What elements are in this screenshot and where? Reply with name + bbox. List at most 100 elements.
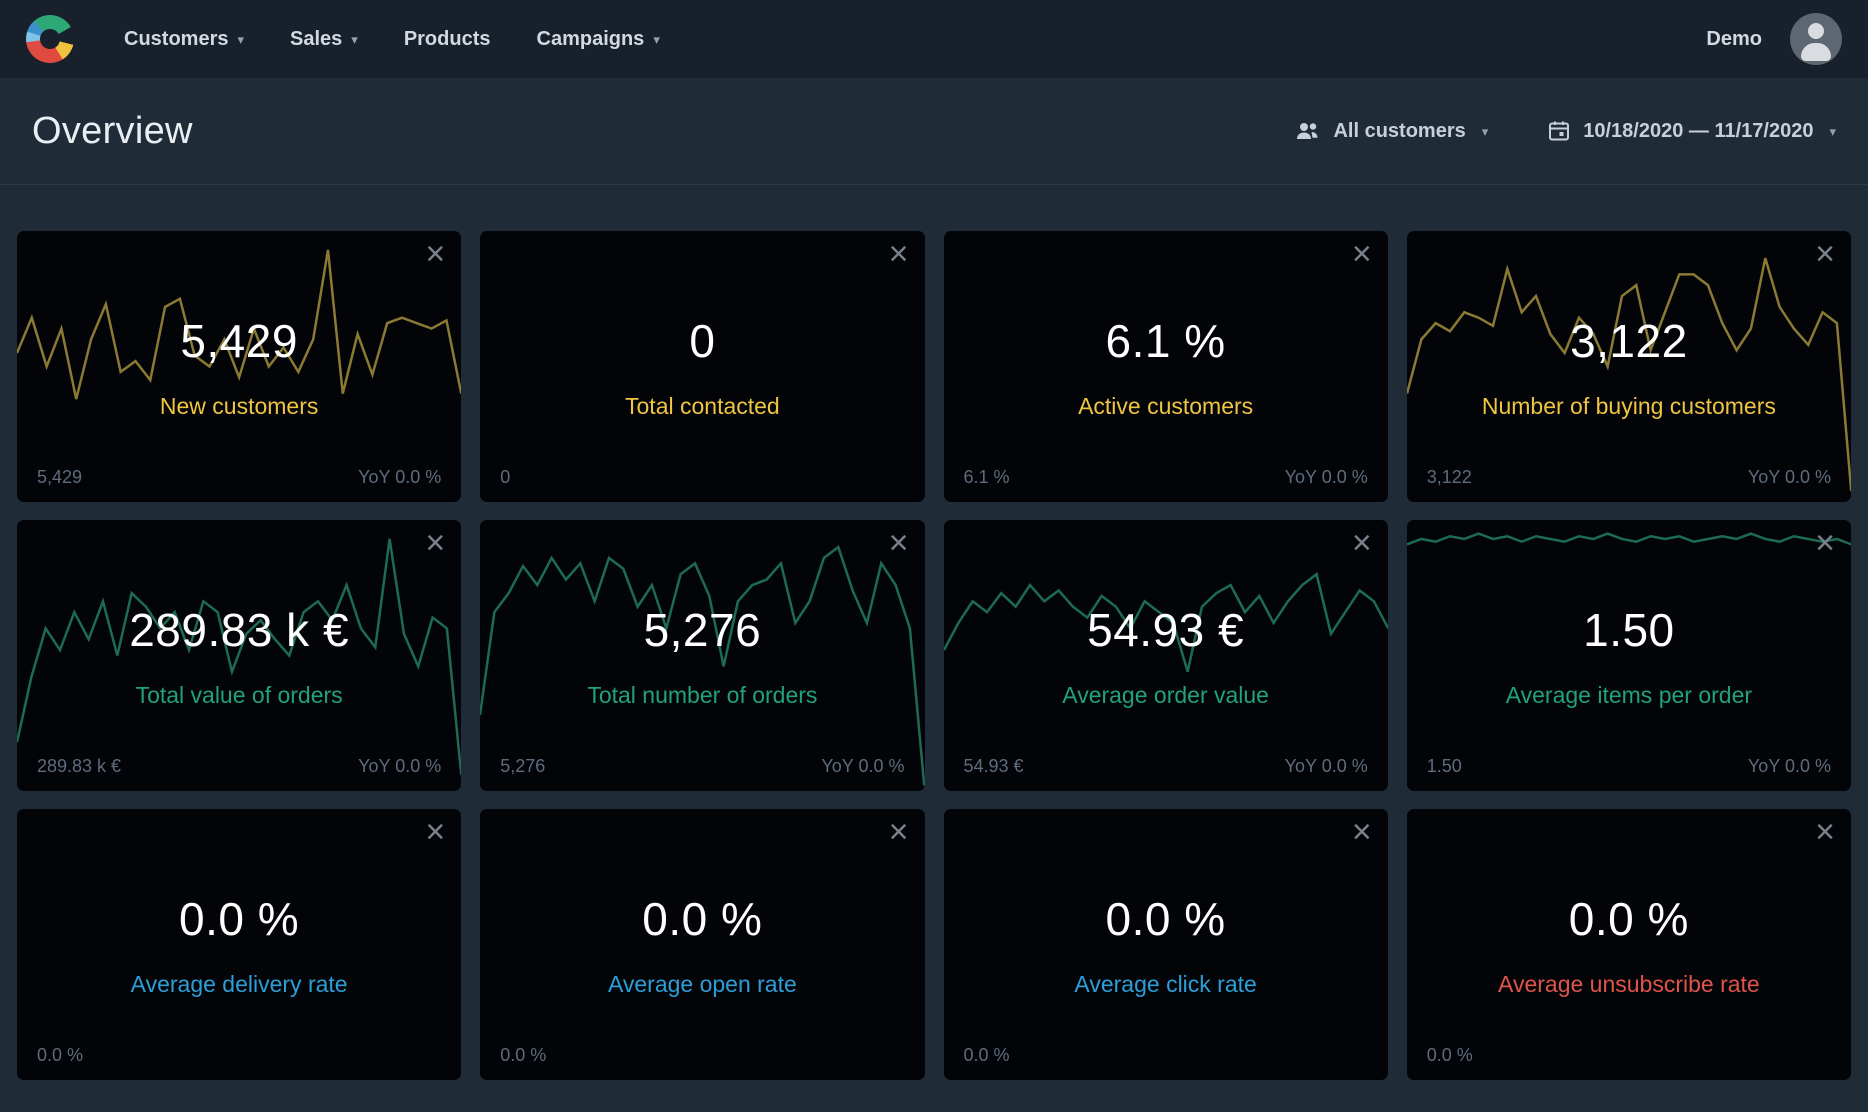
metric-value: 3,122 (1570, 315, 1688, 367)
sparkline-chart (1407, 231, 1851, 502)
metric-value: 6.1 % (1105, 315, 1226, 367)
header-controls: All customers ▾ 10/18/2020 — 11/17/2020 … (1294, 120, 1836, 143)
page-title: Overview (32, 109, 193, 152)
sparkline-chart (17, 520, 461, 791)
brand-logo-icon[interactable] (26, 15, 74, 63)
metric-footer: 0.0 % (1427, 1045, 1831, 1066)
user-avatar-icon[interactable] (1790, 13, 1842, 65)
sparkline-chart (944, 520, 1388, 791)
metric-card-new-customers: × 5,429 New customers 5,429 YoY 0.0 % (17, 231, 462, 502)
close-card-button[interactable]: × (1351, 524, 1372, 562)
nav-item-sales[interactable]: Sales ▾ (290, 28, 358, 51)
chevron-down-icon: ▾ (653, 31, 660, 47)
chevron-down-icon: ▾ (351, 31, 358, 47)
metric-footer-value: 0 (500, 467, 511, 487)
metric-center: 0.0 % Average delivery rate (17, 893, 461, 998)
close-card-button[interactable]: × (1815, 235, 1835, 273)
metric-footer-value: 0.0 % (963, 1045, 1010, 1065)
calendar-icon (1549, 121, 1570, 141)
close-card-button[interactable]: × (425, 813, 446, 851)
metric-center: 0.0 % Average open rate (480, 893, 924, 998)
metric-value: 5,276 (643, 604, 762, 656)
metric-card-avg-items-per-order: × 1.50 Average items per order 1.50 YoY 0.0 … (1406, 520, 1851, 791)
metric-card-active-customers: × 6.1 % Active customers 6.1 % YoY 0.0 % (943, 231, 1388, 502)
metric-card-buying-customers: × 3,122 Number of buying customers 3,122 YoY… (1406, 231, 1851, 502)
metric-yoy: YoY 0.0 % (1284, 467, 1368, 487)
metric-label: Average open rate (607, 971, 797, 997)
close-card-button[interactable]: × (1351, 813, 1372, 851)
metric-yoy: YoY 0.0 % (1284, 756, 1368, 776)
close-card-button[interactable]: × (888, 524, 909, 562)
people-icon (1297, 123, 1318, 139)
metric-value: 1.50 (1583, 604, 1675, 656)
chevron-down-icon: ▾ (1481, 123, 1489, 139)
metric-center: 289.83 k € Total value of orders (17, 604, 461, 709)
customer-segment-dropdown[interactable]: All customers ▾ (1294, 120, 1488, 143)
metric-value: 289.83 k € (129, 604, 350, 656)
top-navbar: Customers ▾ Sales ▾ Products Campaigns ▾… (0, 0, 1868, 78)
segment-filter-label: All customers (1333, 119, 1466, 142)
metric-footer: 0.0 % (500, 1045, 904, 1066)
metric-footer-value: 3,122 (1426, 467, 1472, 487)
close-card-button[interactable]: × (425, 235, 446, 273)
nav-item-campaigns[interactable]: Campaigns ▾ (537, 28, 660, 51)
metric-footer: 54.93 € YoY 0.0 % (964, 756, 1368, 777)
close-card-button[interactable]: × (888, 235, 909, 273)
chevron-down-icon: ▾ (237, 31, 245, 47)
close-card-button[interactable]: × (888, 813, 909, 851)
metric-center: 5,429 New customers (17, 315, 461, 420)
metric-yoy: YoY 0.0 % (1747, 756, 1831, 776)
metric-footer: 1.50 YoY 0.0 % (1427, 756, 1831, 777)
close-card-button[interactable]: × (1815, 524, 1835, 562)
metric-footer-value: 289.83 k € (37, 756, 122, 776)
metric-footer-value: 0.0 % (37, 1045, 84, 1065)
metric-value: 54.93 € (1087, 604, 1245, 656)
page-header: Overview All customers ▾ 10/18/2020 — 11… (0, 78, 1868, 185)
metric-value: 0.0 % (642, 893, 763, 945)
nav-item-customers[interactable]: Customers ▾ (124, 28, 244, 51)
nav-item-label: Campaigns (536, 27, 645, 50)
close-card-button[interactable]: × (1815, 813, 1835, 851)
metric-center: 3,122 Number of buying customers (1407, 315, 1851, 420)
nav-right: Demo (1706, 13, 1842, 65)
metric-label: Average unsubscribe rate (1498, 971, 1760, 997)
metric-label: Average click rate (1074, 971, 1257, 997)
metric-footer-value: 1.50 (1426, 756, 1462, 776)
metric-center: 0.0 % Average unsubscribe rate (1407, 893, 1851, 998)
metric-card-avg-click-rate: × 0.0 % Average click rate 0.0 % (943, 809, 1388, 1080)
sparkline-chart (480, 520, 924, 791)
metric-center: 54.93 € Average order value (944, 604, 1388, 709)
nav-item-products[interactable]: Products (404, 28, 491, 51)
metric-center: 1.50 Average items per order (1407, 604, 1851, 709)
chevron-down-icon: ▾ (1829, 123, 1836, 139)
metric-label: Total number of orders (587, 682, 818, 708)
metric-yoy: YoY 0.0 % (358, 467, 442, 487)
date-range-dropdown[interactable]: 10/18/2020 — 11/17/2020 ▾ (1548, 120, 1836, 143)
metric-footer-value: 5,429 (37, 467, 83, 487)
metric-label: Average items per order (1505, 682, 1753, 708)
sparkline-chart (17, 231, 461, 502)
metric-center: 5,276 Total number of orders (480, 604, 924, 709)
nav-item-label: Sales (290, 27, 343, 50)
metric-value: 0.0 % (1568, 893, 1689, 945)
metric-footer: 0.0 % (37, 1045, 441, 1066)
metric-footer-value: 54.93 € (963, 756, 1024, 776)
metric-label: Total contacted (625, 393, 780, 419)
metric-card-avg-unsubscribe-rate: × 0.0 % Average unsubscribe rate 0.0 % (1406, 809, 1851, 1080)
user-name[interactable]: Demo (1706, 27, 1762, 50)
close-card-button[interactable]: × (1351, 235, 1372, 273)
metric-footer-value: 0.0 % (500, 1045, 547, 1065)
metric-card-avg-open-rate: × 0.0 % Average open rate 0.0 % (480, 809, 925, 1080)
metric-label: New customers (159, 393, 319, 419)
metric-footer-value: 6.1 % (963, 467, 1010, 487)
metric-card-avg-delivery-rate: × 0.0 % Average delivery rate 0.0 % (17, 809, 462, 1080)
metric-yoy: YoY 0.0 % (358, 756, 442, 776)
close-card-button[interactable]: × (425, 524, 446, 562)
metric-yoy: YoY 0.0 % (821, 756, 905, 776)
main-nav: Customers ▾ Sales ▾ Products Campaigns ▾ (124, 28, 660, 51)
metric-label: Average delivery rate (130, 971, 348, 997)
metric-footer: 3,122 YoY 0.0 % (1427, 467, 1831, 488)
metric-footer-value: 0.0 % (1426, 1045, 1473, 1065)
metric-footer: 0.0 % (964, 1045, 1368, 1066)
nav-item-label: Products (403, 27, 491, 50)
